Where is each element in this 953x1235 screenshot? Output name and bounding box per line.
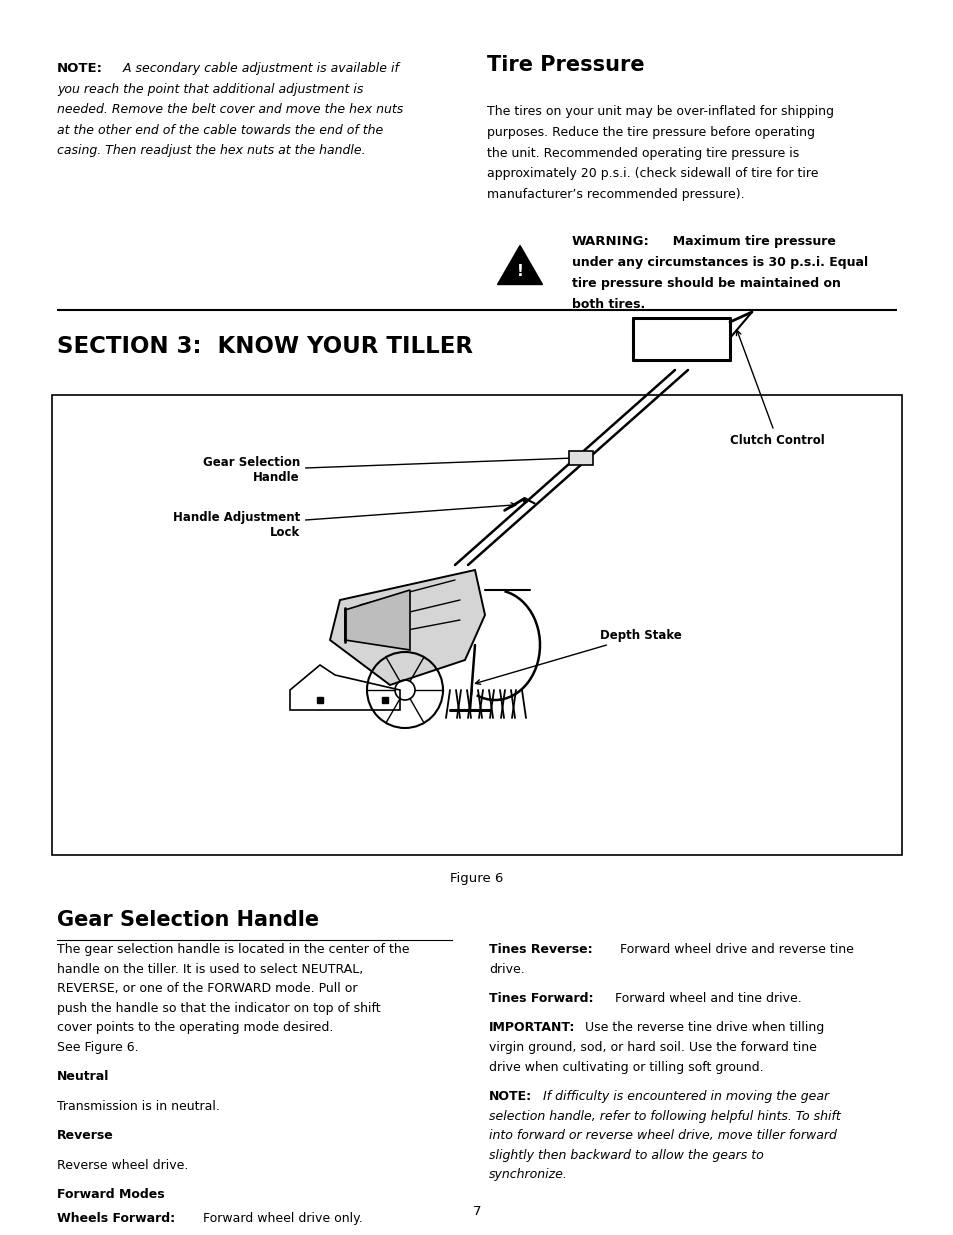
Text: WARNING:: WARNING:	[572, 235, 649, 248]
Text: Reverse wheel drive.: Reverse wheel drive.	[57, 1158, 188, 1172]
Text: REVERSE, or one of the FORWARD mode. Pull or: REVERSE, or one of the FORWARD mode. Pul…	[57, 982, 357, 995]
Text: If difficulty is encountered in moving the gear: If difficulty is encountered in moving t…	[538, 1091, 828, 1103]
Text: Clutch Control: Clutch Control	[729, 331, 824, 447]
Text: Tines Forward:: Tines Forward:	[489, 992, 593, 1005]
Text: approximately 20 p.s.i. (check sidewall of tire for tire: approximately 20 p.s.i. (check sidewall …	[486, 168, 818, 180]
Text: 7: 7	[473, 1205, 480, 1218]
Text: A secondary cable adjustment is available if: A secondary cable adjustment is availabl…	[119, 62, 398, 75]
Text: both tires.: both tires.	[572, 298, 644, 311]
Text: Forward wheel drive and reverse tine: Forward wheel drive and reverse tine	[616, 944, 853, 956]
Text: Depth Stake: Depth Stake	[475, 629, 681, 684]
Text: the unit. Recommended operating tire pressure is: the unit. Recommended operating tire pre…	[486, 147, 799, 159]
Text: slightly then backward to allow the gears to: slightly then backward to allow the gear…	[489, 1149, 763, 1162]
Text: NOTE:: NOTE:	[57, 62, 103, 75]
Text: Forward wheel drive only.: Forward wheel drive only.	[199, 1212, 362, 1225]
Text: Handle Adjustment
Lock: Handle Adjustment Lock	[172, 503, 516, 538]
Polygon shape	[330, 571, 484, 685]
Text: NOTE:: NOTE:	[489, 1091, 532, 1103]
Text: Tire Pressure: Tire Pressure	[486, 56, 644, 75]
Text: under any circumstances is 30 p.s.i. Equal: under any circumstances is 30 p.s.i. Equ…	[572, 256, 867, 269]
Polygon shape	[345, 590, 410, 650]
Text: Forward wheel and tine drive.: Forward wheel and tine drive.	[610, 992, 801, 1005]
Text: Tines Reverse:: Tines Reverse:	[489, 944, 592, 956]
Text: push the handle so that the indicator on top of shift: push the handle so that the indicator on…	[57, 1002, 380, 1015]
Text: !: !	[516, 263, 523, 279]
Text: handle on the tiller. It is used to select NEUTRAL,: handle on the tiller. It is used to sele…	[57, 962, 363, 976]
Text: casing. Then readjust the hex nuts at the handle.: casing. Then readjust the hex nuts at th…	[57, 144, 365, 157]
Text: tire pressure should be maintained on: tire pressure should be maintained on	[572, 277, 840, 290]
Text: Gear Selection Handle: Gear Selection Handle	[57, 910, 319, 930]
Text: purposes. Reduce the tire pressure before operating: purposes. Reduce the tire pressure befor…	[486, 126, 814, 138]
Text: synchronize.: synchronize.	[489, 1168, 567, 1182]
Text: virgin ground, sod, or hard soil. Use the forward tine: virgin ground, sod, or hard soil. Use th…	[489, 1041, 816, 1053]
Text: you reach the point that additional adjustment is: you reach the point that additional adju…	[57, 83, 363, 95]
Text: Gear Selection
Handle: Gear Selection Handle	[203, 456, 575, 484]
Text: The gear selection handle is located in the center of the: The gear selection handle is located in …	[57, 944, 409, 956]
Text: at the other end of the cable towards the end of the: at the other end of the cable towards th…	[57, 124, 383, 137]
Text: Wheels Forward:: Wheels Forward:	[57, 1212, 175, 1225]
Text: Transmission is in neutral.: Transmission is in neutral.	[57, 1100, 219, 1113]
Text: SECTION 3:  KNOW YOUR TILLER: SECTION 3: KNOW YOUR TILLER	[57, 335, 473, 358]
Text: drive when cultivating or tilling soft ground.: drive when cultivating or tilling soft g…	[489, 1061, 762, 1073]
Text: IMPORTANT:: IMPORTANT:	[489, 1021, 575, 1035]
Text: Forward Modes: Forward Modes	[57, 1188, 165, 1200]
FancyBboxPatch shape	[568, 451, 593, 464]
Polygon shape	[290, 664, 399, 710]
Bar	[52, 395, 901, 855]
Text: needed. Remove the belt cover and move the hex nuts: needed. Remove the belt cover and move t…	[57, 103, 403, 116]
Text: selection handle, refer to following helpful hints. To shift: selection handle, refer to following hel…	[489, 1109, 840, 1123]
Text: Maximum tire pressure: Maximum tire pressure	[663, 235, 835, 248]
Text: Use the reverse tine drive when tilling: Use the reverse tine drive when tilling	[580, 1021, 823, 1035]
Text: See Figure 6.: See Figure 6.	[57, 1041, 138, 1053]
Text: Reverse: Reverse	[57, 1129, 113, 1142]
Text: cover points to the operating mode desired.: cover points to the operating mode desir…	[57, 1021, 333, 1035]
Text: The tires on your unit may be over-inflated for shipping: The tires on your unit may be over-infla…	[486, 105, 833, 119]
Text: into forward or reverse wheel drive, move tiller forward: into forward or reverse wheel drive, mov…	[489, 1129, 836, 1142]
Text: Figure 6: Figure 6	[450, 872, 503, 885]
Polygon shape	[497, 246, 542, 284]
Text: drive.: drive.	[489, 962, 524, 976]
Text: manufacturer’s recommended pressure).: manufacturer’s recommended pressure).	[486, 188, 744, 201]
Text: Neutral: Neutral	[57, 1071, 110, 1083]
